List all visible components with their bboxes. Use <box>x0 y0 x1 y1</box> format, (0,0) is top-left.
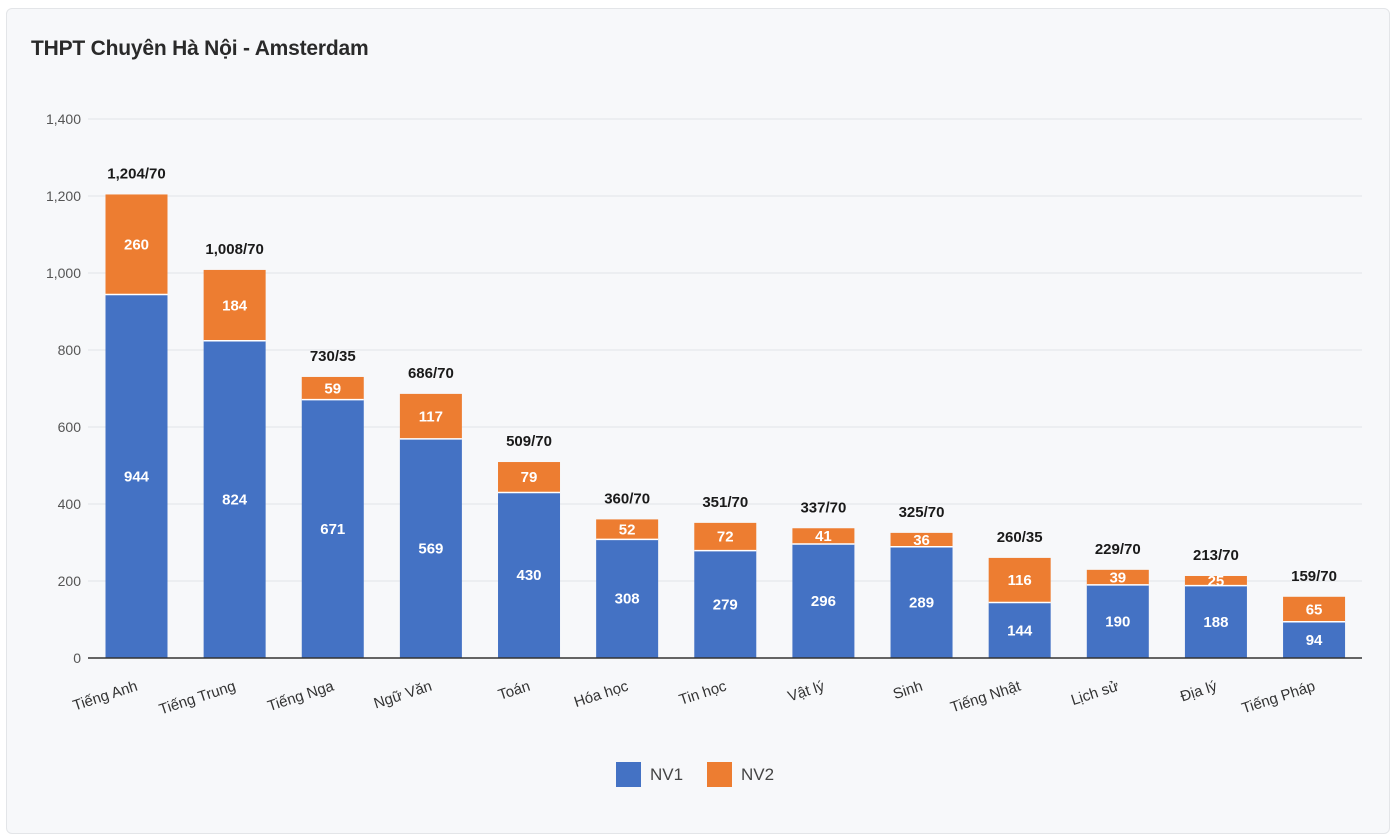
x-tick-label: Sinh <box>891 678 925 703</box>
x-tick-label: Ngữ Văn <box>372 678 434 713</box>
bar-nv2 <box>890 532 953 547</box>
total-label: 351/70 <box>702 494 748 511</box>
x-tick-label: Tiếng Nhật <box>948 677 1023 716</box>
x-tick-label: Tiếng Nga <box>265 677 336 715</box>
total-label: 229/70 <box>1095 541 1141 558</box>
legend-label-nv1: NV1 <box>650 765 683 784</box>
legend-swatch-nv2 <box>707 762 732 787</box>
bar-nv1 <box>988 602 1051 658</box>
total-label: 325/70 <box>899 504 945 521</box>
x-tick-label: Tiếng Pháp <box>1240 678 1318 718</box>
bar-nv2 <box>301 376 364 400</box>
data-label-nv2: 41 <box>815 528 832 545</box>
bar-nv1 <box>1086 584 1149 658</box>
bar-nv2 <box>105 194 168 295</box>
bar-nv1 <box>399 438 462 658</box>
data-label-nv2: 116 <box>1008 572 1032 589</box>
x-tick-label: Toán <box>496 678 532 704</box>
y-tick-label: 600 <box>58 419 82 435</box>
bar-nv1 <box>596 539 659 658</box>
bar-nv1 <box>301 399 364 658</box>
data-label-nv2: 39 <box>1109 569 1126 586</box>
y-tick-label: 800 <box>58 342 82 358</box>
y-tick-label: 0 <box>73 650 81 666</box>
bar-nv2 <box>1283 596 1346 622</box>
bar-nv1 <box>105 294 168 658</box>
data-label-nv1: 296 <box>811 593 836 610</box>
bar-nv2 <box>399 393 462 439</box>
total-label: 686/70 <box>408 365 454 382</box>
total-label: 337/70 <box>800 499 846 516</box>
total-label: 509/70 <box>506 433 552 450</box>
y-tick-label: 400 <box>58 496 82 512</box>
y-tick-label: 1,000 <box>46 265 81 281</box>
total-label: 159/70 <box>1291 568 1337 585</box>
data-label-nv1: 944 <box>124 468 150 485</box>
bar-nv2 <box>203 269 266 341</box>
data-label-nv1: 824 <box>222 491 248 508</box>
data-label-nv1: 308 <box>615 591 640 608</box>
data-label-nv2: 184 <box>222 297 248 314</box>
bar-nv1 <box>694 550 757 658</box>
x-tick-label: Tin học <box>677 677 729 708</box>
data-label-nv2: 36 <box>913 532 930 549</box>
y-tick-label: 1,400 <box>46 111 81 127</box>
data-label-nv2: 260 <box>124 237 149 254</box>
data-label-nv1: 671 <box>320 521 345 538</box>
data-label-nv2: 52 <box>619 521 636 538</box>
x-tick-label: Hóa học <box>572 677 631 711</box>
data-label-nv1: 144 <box>1007 622 1033 639</box>
data-label-nv1: 289 <box>909 594 934 611</box>
bar-nv2 <box>1086 569 1149 585</box>
total-label: 1,204/70 <box>107 165 165 182</box>
bar-nv2 <box>792 528 855 545</box>
bar-nv2 <box>694 522 757 551</box>
data-label-nv2: 72 <box>717 529 734 546</box>
total-label: 1,008/70 <box>205 241 263 258</box>
legend-label-nv2: NV2 <box>741 765 774 784</box>
bar-nv2 <box>1184 575 1247 586</box>
total-label: 360/70 <box>604 490 650 507</box>
data-label-nv1: 190 <box>1105 613 1130 630</box>
bar-nv2 <box>988 557 1051 603</box>
data-label-nv1: 569 <box>418 540 443 557</box>
data-label-nv2: 59 <box>324 380 341 397</box>
chart-title: THPT Chuyên Hà Nội - Amsterdam <box>31 37 369 60</box>
x-tick-label: Lịch sử <box>1069 678 1121 709</box>
data-label-nv2: 65 <box>1306 601 1323 618</box>
x-tick-label: Tiếng Anh <box>71 678 140 715</box>
bar-nv1 <box>1184 585 1247 658</box>
x-tick-label: Vật lý <box>786 677 827 705</box>
bar-nv1 <box>890 546 953 658</box>
data-label-nv1: 188 <box>1203 614 1228 631</box>
data-label-nv1: 430 <box>517 567 542 584</box>
x-tick-label: Địa lý <box>1178 677 1219 705</box>
x-tick-label: Tiếng Trung <box>157 678 238 719</box>
legend-swatch-nv1 <box>616 762 641 787</box>
y-tick-label: 200 <box>58 573 82 589</box>
bar-nv1 <box>203 340 266 658</box>
bar-nv1 <box>1283 621 1346 658</box>
data-label-nv2: 25 <box>1208 573 1225 590</box>
total-label: 730/35 <box>310 348 356 365</box>
bar-nv1 <box>792 544 855 658</box>
bar-nv1 <box>498 492 561 658</box>
total-label: 260/35 <box>997 529 1043 546</box>
total-label: 213/70 <box>1193 547 1239 564</box>
data-label-nv1: 279 <box>713 596 738 613</box>
y-tick-label: 1,200 <box>46 188 81 204</box>
data-label-nv2: 117 <box>419 408 443 425</box>
data-label-nv2: 79 <box>521 469 538 486</box>
bar-nv2 <box>498 462 561 493</box>
data-label-nv1: 94 <box>1306 632 1323 649</box>
bar-nv2 <box>596 519 659 540</box>
